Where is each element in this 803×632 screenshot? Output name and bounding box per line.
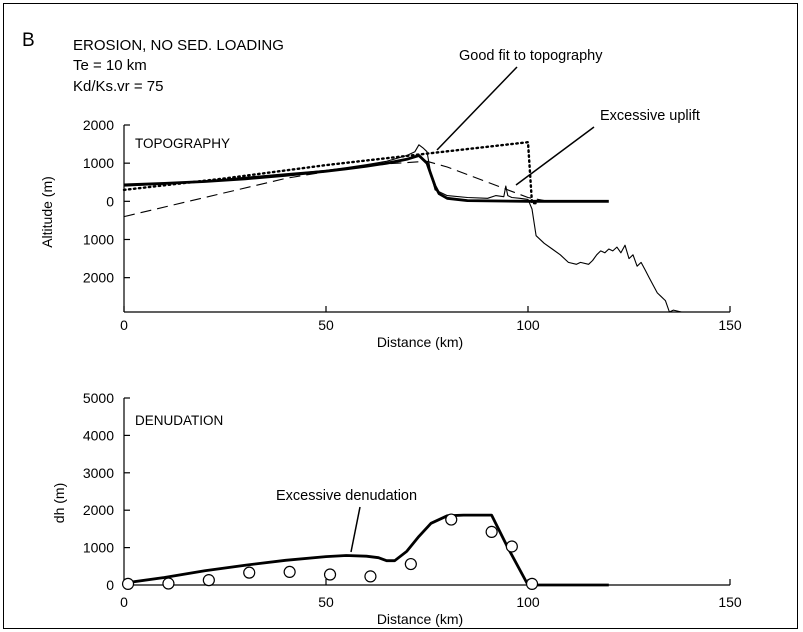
denudation-data-point — [121, 577, 135, 590]
denudation-data-point — [283, 565, 296, 579]
denudation-data-point — [445, 513, 458, 526]
topography-y-tick-label: 2000 — [83, 270, 114, 286]
topography-y-tick-label: 1000 — [83, 155, 114, 171]
header-line-2: Te = 10 km — [73, 57, 147, 74]
topography-series-dotted — [122, 140, 538, 205]
header-line-3: Kd/Ks.vr = 75 — [73, 78, 163, 95]
denudation-data-point — [364, 570, 377, 583]
denudation-data-point — [525, 577, 539, 590]
denudation-data-point — [162, 577, 175, 590]
denudation-y-tick-label: 3000 — [83, 465, 114, 481]
topography-y-tick-label: 0 — [106, 193, 114, 209]
topography-series-thin-solid — [123, 144, 690, 313]
denudation-data-point — [202, 574, 215, 587]
topography-y-tick-label: 2000 — [83, 117, 114, 133]
denudation-x-axis-label: Distance (km) — [377, 611, 463, 627]
annotation-excessive-denudation-leader — [350, 506, 361, 553]
denudation-series-thick-solid — [123, 513, 609, 587]
denudation-panel-title: DENUDATION — [135, 413, 223, 428]
topography-axes: 0 50 100 150 2000 1000 0 1000 2000 — [83, 117, 742, 333]
denudation-y-tick-label: 1000 — [83, 540, 114, 556]
panel-label: B — [22, 30, 35, 51]
topography-chart: 0 50 100 150 2000 1000 0 1000 2000 TOPOGRAPHY Di… — [39, 48, 742, 350]
annotation-good-fit-leader — [436, 66, 518, 151]
denudation-y-tick-label: 4000 — [83, 427, 114, 443]
denudation-series — [121, 513, 609, 590]
topography-y-tick-label: 1000 — [83, 231, 114, 247]
annotation-good-fit: Good fit to topography — [459, 48, 603, 64]
denudation-chart: 0 50 100 150 0 1000 2000 3000 4000 5000 DENUDATIO… — [51, 390, 742, 627]
annotation-excessive-denudation: Excessive denudation — [276, 488, 417, 504]
denudation-axes: 0 50 100 150 0 1000 2000 3000 4000 5000 — [83, 390, 742, 610]
topography-series — [122, 140, 690, 313]
figure-frame — [3, 3, 798, 629]
annotation-excessive-uplift: Excessive uplift — [600, 108, 700, 124]
denudation-data-point — [404, 557, 417, 571]
topography-x-tick-label: 50 — [318, 317, 334, 333]
topography-y-axis-label: Altitude (m) — [39, 176, 55, 248]
topography-x-tick-label: 150 — [718, 317, 742, 333]
denudation-y-axis-label: dh (m) — [51, 483, 67, 523]
denudation-x-tick-label: 100 — [516, 594, 540, 610]
topography-series-dashed — [123, 160, 549, 218]
topography-x-tick-label: 0 — [120, 317, 128, 333]
denudation-y-tick-label: 0 — [106, 577, 114, 593]
topography-panel-title: TOPOGRAPHY — [135, 136, 230, 151]
denudation-y-tick-label: 2000 — [83, 502, 114, 518]
denudation-data-point — [243, 566, 256, 579]
annotation-excessive-uplift-leader — [515, 126, 595, 186]
header-line-1: EROSION, NO SED. LOADING — [73, 37, 284, 54]
denudation-data-point — [323, 568, 337, 581]
denudation-data-point — [485, 525, 498, 538]
denudation-y-tick-label: 5000 — [83, 390, 114, 406]
denudation-data-point — [505, 540, 518, 553]
topography-x-tick-label: 100 — [516, 317, 540, 333]
denudation-x-tick-label: 50 — [318, 594, 334, 610]
topography-x-axis-label: Distance (km) — [377, 334, 463, 350]
topography-series-thick-solid — [123, 154, 609, 203]
denudation-x-tick-label: 0 — [120, 594, 128, 610]
denudation-x-tick-label: 150 — [718, 594, 742, 610]
